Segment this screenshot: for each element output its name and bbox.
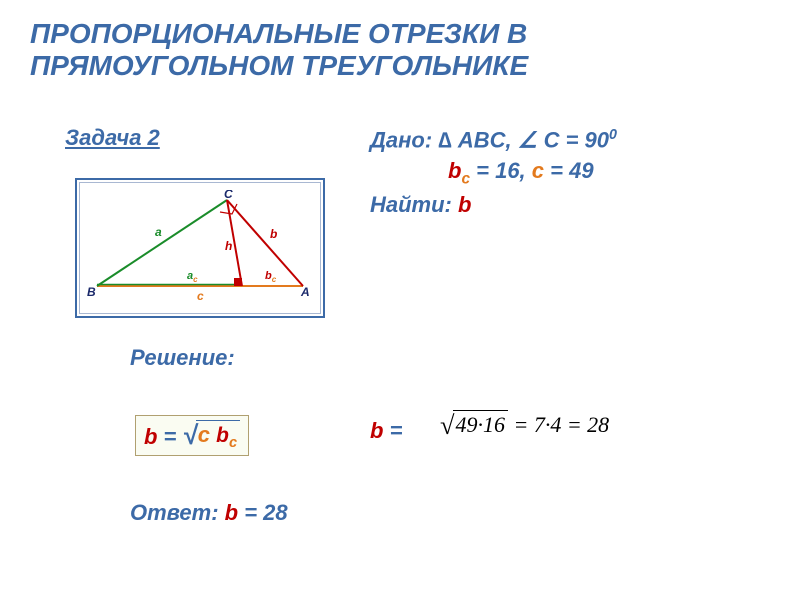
var-c: c (532, 158, 544, 183)
label-ac: ac (187, 270, 198, 284)
given-line-1: Дано: ∆ ABC, ∠ C = 900 (370, 125, 617, 156)
var-b: b (144, 424, 157, 450)
answer-label: Ответ: (130, 500, 225, 525)
given-block: Дано: ∆ ABC, ∠ C = 900 bc = 16, c = 49 Н… (370, 125, 617, 221)
given-text: = 49 (544, 158, 594, 183)
sub-c: c (229, 435, 237, 451)
label-c: c (197, 289, 204, 303)
sqrt-content: 49·16 (453, 410, 508, 440)
triangle-diagram: C B A a b c h ac bc (87, 190, 313, 306)
find-label: Найти: (370, 192, 458, 217)
sub-c: c (461, 171, 470, 188)
sqrt-expression: √ c bc (182, 420, 240, 453)
answer-value: = 28 (244, 500, 287, 525)
exponent-zero: 0 (609, 127, 617, 143)
given-text: = 16, (470, 158, 532, 183)
answer-line: Ответ: b = 28 (130, 500, 288, 526)
side-a (97, 200, 227, 286)
label-C: C (224, 190, 233, 201)
calc-expression: √ 49·16 = 7·4 = 28 (440, 410, 609, 440)
var-b: b (458, 192, 471, 217)
given-line-3: Найти: b (370, 190, 617, 221)
var-b: b (225, 500, 245, 525)
b-equals: b = (370, 418, 402, 444)
figure-frame: C B A a b c h ac bc (75, 178, 325, 318)
label-A: A (300, 285, 310, 299)
given-line-2: bc = 16, c = 49 (370, 156, 617, 190)
given-text: Дано: ∆ ABC, ∠ C = 90 (370, 127, 609, 152)
calc-result: = 7·4 = 28 (508, 412, 609, 437)
sqrt-icon: √ (182, 422, 196, 448)
label-bc: bc (265, 270, 277, 284)
equals-sign: = (163, 424, 176, 450)
var-c: c (198, 422, 210, 447)
sqrt-expression: √ 49·16 (440, 410, 508, 440)
label-B: B (87, 285, 96, 299)
label-a: a (155, 225, 162, 239)
right-angle-h (234, 278, 242, 286)
var-bc: bc (216, 424, 237, 447)
sqrt-icon: √ (440, 412, 454, 438)
label-h: h (225, 239, 232, 253)
formula-box: b = √ c bc (135, 415, 249, 456)
var-b: b (448, 158, 461, 183)
var-b: b (216, 424, 229, 447)
sqrt-content: c bc (196, 420, 240, 453)
page-title: ПРОПОРЦИОНАЛЬНЫЕ ОТРЕЗКИ В ПРЯМОУГОЛЬНОМ… (0, 0, 800, 82)
label-b: b (270, 227, 277, 241)
equals-sign: = (390, 418, 403, 443)
problem-label: Задача 2 (65, 125, 160, 151)
solution-label: Решение: (130, 345, 235, 371)
var-b: b (370, 418, 390, 443)
